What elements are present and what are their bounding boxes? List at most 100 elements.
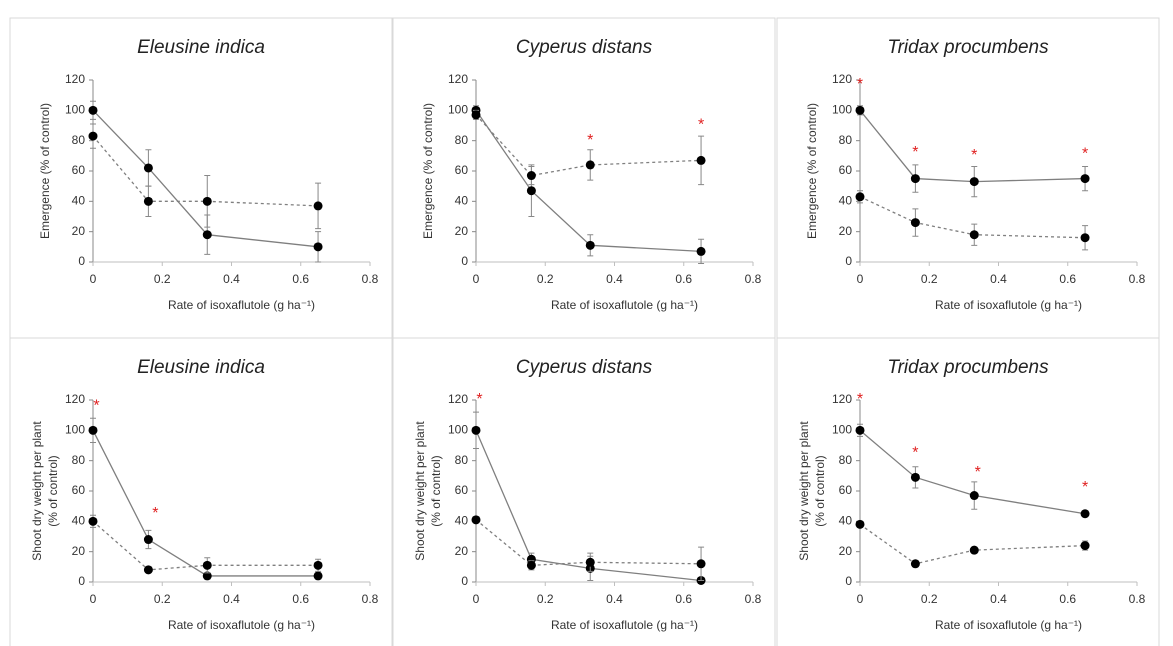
data-point: [855, 105, 865, 115]
x-tick-label: 0.8: [1129, 592, 1146, 606]
x-tick-label: 0.2: [154, 272, 171, 286]
data-point: [855, 519, 865, 529]
data-point: [143, 163, 153, 173]
data-point: [855, 425, 865, 435]
data-point: [969, 545, 979, 555]
y-tick-label: 100: [832, 103, 852, 117]
panel-border: [9, 337, 393, 646]
x-axis-label: Rate of isoxaflutole (g ha⁻¹): [935, 618, 1082, 632]
chart-title: Cyperus distans: [516, 357, 653, 378]
y-tick-label: 80: [455, 133, 469, 147]
y-tick-label: 0: [461, 574, 468, 588]
data-point: [313, 201, 323, 211]
y-tick-label: 60: [455, 163, 469, 177]
y-axis-label: (% of control): [46, 455, 60, 526]
x-tick-label: 0.4: [606, 272, 623, 286]
y-tick-label: 40: [839, 194, 853, 208]
data-point: [313, 560, 323, 570]
x-tick-label: 0.8: [745, 592, 762, 606]
x-tick-label: 0.2: [921, 272, 938, 286]
x-tick-label: 0.4: [606, 592, 623, 606]
y-axis-label: (% of control): [429, 455, 443, 526]
chart-title: Tridax procumbens: [887, 37, 1049, 58]
series-line: [92, 135, 319, 207]
y-tick-label: 60: [72, 483, 86, 497]
y-tick-label: 120: [832, 72, 852, 86]
significance-marker: *: [93, 397, 99, 414]
series-line: [92, 430, 319, 577]
x-tick-label: 0.6: [1059, 272, 1076, 286]
x-tick-label: 0.6: [292, 592, 309, 606]
data-point: [910, 174, 920, 184]
data-point: [696, 155, 706, 165]
data-point: [471, 110, 481, 120]
data-point: [526, 186, 536, 196]
data-point: [969, 230, 979, 240]
data-point: [88, 516, 98, 526]
data-point: [585, 240, 595, 250]
x-tick-label: 0: [473, 592, 480, 606]
data-point: [696, 559, 706, 569]
data-point: [88, 425, 98, 435]
data-point: [910, 472, 920, 482]
data-point: [585, 557, 595, 567]
series-line: [859, 196, 1086, 239]
y-tick-label: 100: [448, 423, 468, 437]
significance-marker: *: [1082, 146, 1088, 163]
data-point: [313, 242, 323, 252]
y-tick-label: 100: [832, 423, 852, 437]
y-tick-label: 100: [65, 103, 85, 117]
y-tick-label: 40: [72, 514, 86, 528]
x-tick-label: 0: [473, 272, 480, 286]
x-tick-label: 0.4: [223, 272, 240, 286]
significance-marker: *: [1082, 479, 1088, 496]
x-tick-label: 0.4: [990, 592, 1007, 606]
x-tick-label: 0: [90, 592, 97, 606]
y-tick-label: 0: [845, 574, 852, 588]
data-point: [143, 196, 153, 206]
significance-marker: *: [912, 144, 918, 161]
x-tick-label: 0.2: [537, 592, 554, 606]
chart-title: Cyperus distans: [516, 37, 653, 58]
x-tick-label: 0.8: [745, 272, 762, 286]
y-tick-label: 120: [448, 392, 468, 406]
data-point: [202, 230, 212, 240]
y-tick-label: 20: [839, 224, 853, 238]
y-tick-label: 20: [455, 544, 469, 558]
x-tick-label: 0.6: [292, 272, 309, 286]
x-tick-label: 0.8: [362, 592, 379, 606]
x-axis-label: Rate of isoxaflutole (g ha⁻¹): [168, 618, 315, 632]
series-line: [859, 109, 1086, 183]
y-tick-label: 60: [839, 163, 853, 177]
series-line: [475, 519, 702, 566]
significance-marker: *: [857, 76, 863, 93]
series-line: [92, 520, 319, 571]
y-tick-label: 40: [839, 514, 853, 528]
data-point: [143, 565, 153, 575]
y-tick-label: 60: [839, 483, 853, 497]
y-tick-label: 20: [839, 544, 853, 558]
data-point: [526, 171, 536, 181]
series-line: [475, 109, 702, 253]
data-point: [471, 425, 481, 435]
data-point: [1080, 509, 1090, 519]
y-tick-label: 0: [461, 254, 468, 268]
data-point: [910, 218, 920, 228]
y-tick-label: 120: [448, 72, 468, 86]
y-tick-label: 80: [72, 133, 86, 147]
y-tick-label: 120: [65, 72, 85, 86]
x-axis-label: Rate of isoxaflutole (g ha⁻¹): [551, 618, 698, 632]
chart-title: Eleusine indica: [137, 357, 265, 378]
y-tick-label: 80: [839, 133, 853, 147]
y-axis-label: Shoot dry weight per plant: [30, 421, 44, 561]
x-tick-label: 0: [857, 592, 864, 606]
data-point: [1080, 174, 1090, 184]
significance-marker: *: [975, 464, 981, 481]
x-tick-label: 0.6: [675, 592, 692, 606]
y-tick-label: 120: [65, 392, 85, 406]
x-tick-label: 0: [90, 272, 97, 286]
data-point: [1080, 233, 1090, 243]
x-axis-label: Rate of isoxaflutole (g ha⁻¹): [168, 298, 315, 312]
